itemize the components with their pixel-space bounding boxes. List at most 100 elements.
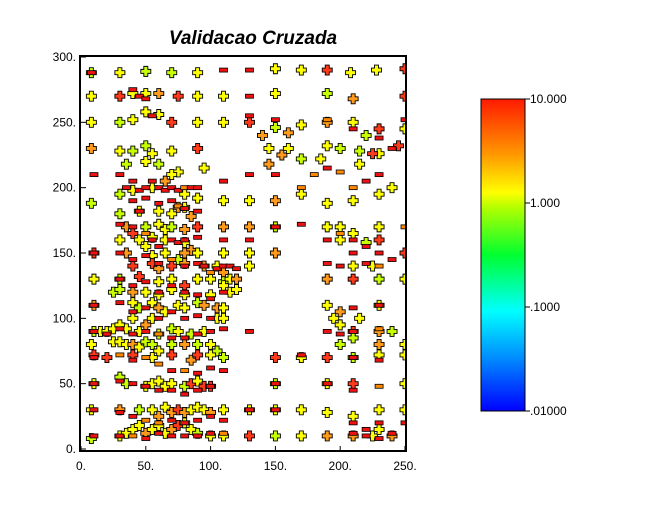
cross-marker <box>140 140 152 152</box>
dash-marker <box>167 283 177 289</box>
cross-marker <box>133 420 145 431</box>
cross-marker <box>218 90 230 102</box>
cross-marker <box>295 188 307 200</box>
cross-marker <box>179 302 191 314</box>
dash-marker <box>180 315 190 321</box>
dash-marker <box>180 335 190 341</box>
dash-marker <box>167 417 177 423</box>
cross-marker <box>373 273 385 285</box>
dash-marker <box>154 331 164 337</box>
cross-marker <box>205 349 217 361</box>
dash-marker <box>154 289 164 295</box>
cross-marker <box>334 339 346 350</box>
cross-marker <box>244 247 255 259</box>
cross-marker <box>218 312 230 324</box>
dash-marker <box>361 261 371 266</box>
cross-marker <box>166 67 178 79</box>
cross-marker <box>269 352 281 363</box>
cross-marker <box>244 195 255 207</box>
cross-marker <box>244 430 255 442</box>
cross-marker <box>140 221 152 233</box>
dash-marker <box>167 309 177 315</box>
dash-marker <box>374 383 384 389</box>
dash-marker <box>141 185 151 191</box>
cross-marker <box>146 148 158 160</box>
cross-marker <box>347 116 359 128</box>
cross-marker <box>153 158 165 170</box>
y-tick-label: 250. <box>53 115 76 129</box>
dash-marker <box>141 279 151 285</box>
cross-marker <box>192 349 204 361</box>
y-axis: 0. 50. 100. 150. 200. 250. 300. <box>53 50 86 456</box>
cross-marker <box>114 234 126 246</box>
dash-marker <box>180 420 190 426</box>
dash-marker <box>225 263 235 269</box>
cross-marker <box>347 410 359 422</box>
cross-marker <box>244 221 255 233</box>
cross-marker <box>172 90 184 102</box>
y-tick-label: 200. <box>53 181 76 195</box>
cross-marker <box>373 404 385 416</box>
dash-marker <box>199 263 209 269</box>
cross-marker <box>127 260 139 272</box>
cross-marker <box>399 378 406 390</box>
cross-marker <box>334 234 346 246</box>
cross-marker <box>127 312 139 324</box>
cross-marker <box>269 122 281 134</box>
dash-marker <box>245 93 254 99</box>
cross-marker <box>185 354 197 366</box>
cross-marker <box>295 119 307 131</box>
dash-marker <box>348 430 358 436</box>
dash-marker <box>348 237 358 243</box>
cross-marker <box>373 234 385 246</box>
cross-marker <box>393 140 404 152</box>
cross-marker <box>295 153 307 165</box>
dash-marker <box>322 381 332 387</box>
cross-marker <box>399 339 406 350</box>
dash-marker <box>128 357 138 363</box>
cross-marker <box>127 227 139 239</box>
dash-marker <box>154 185 164 191</box>
dash-marker <box>219 178 228 184</box>
dash-marker <box>206 430 216 436</box>
dash-marker <box>361 178 371 184</box>
dash-marker <box>147 178 157 184</box>
dash-marker <box>173 203 183 209</box>
cross-marker <box>153 205 165 217</box>
cross-marker <box>133 234 145 246</box>
dash-marker <box>89 355 99 360</box>
dash-marker <box>115 378 125 384</box>
dash-marker <box>141 253 151 259</box>
cross-marker <box>166 221 178 233</box>
cross-marker <box>218 404 230 416</box>
cross-marker <box>114 284 126 296</box>
cross-marker <box>399 404 406 416</box>
dash-marker <box>219 430 228 436</box>
cross-marker <box>192 339 204 350</box>
dash-marker <box>128 224 138 230</box>
dash-marker <box>219 67 228 73</box>
cross-marker <box>321 299 333 311</box>
cross-marker <box>114 116 126 128</box>
chart-title: Validacao Cruzada <box>169 28 338 49</box>
cross-marker <box>218 247 230 259</box>
cross-marker <box>321 406 333 418</box>
dash-marker <box>348 250 358 256</box>
dash-marker <box>167 433 177 439</box>
dash-marker <box>322 261 332 266</box>
y-tick-label: 300. <box>53 50 76 64</box>
cross-marker <box>192 90 204 102</box>
dash-marker <box>193 370 203 376</box>
dash-marker <box>387 430 397 436</box>
cross-marker <box>218 352 230 363</box>
dash-marker <box>141 328 151 334</box>
cross-marker <box>321 221 333 233</box>
dash-marker <box>154 200 164 206</box>
dash-marker <box>270 407 280 413</box>
cross-marker <box>399 90 406 102</box>
cross-marker <box>399 349 406 361</box>
dash-marker <box>193 417 203 423</box>
dash-marker <box>309 172 319 178</box>
cross-marker <box>101 352 113 363</box>
dash-marker <box>167 237 177 243</box>
